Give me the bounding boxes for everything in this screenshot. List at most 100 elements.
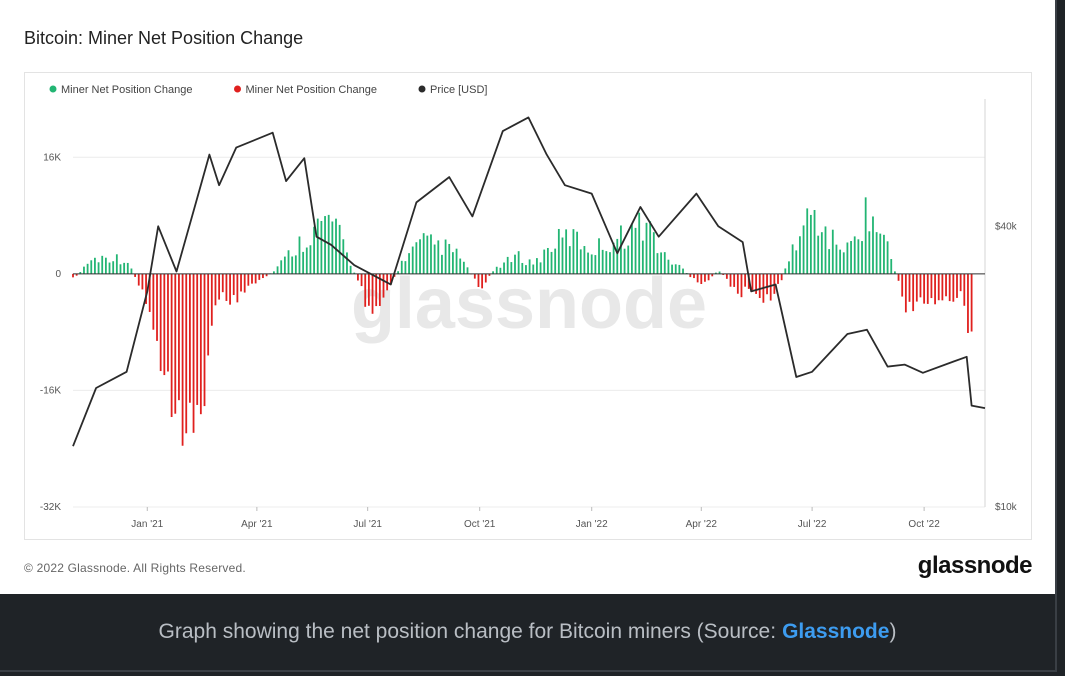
- bar-positive: [656, 253, 659, 274]
- bar-negative: [945, 273, 947, 297]
- bar-positive: [645, 222, 648, 274]
- bar-positive: [594, 255, 597, 274]
- bar-negative: [199, 273, 202, 415]
- bar-negative: [360, 273, 363, 287]
- bar-positive: [291, 256, 294, 274]
- bar-negative: [181, 273, 184, 446]
- bar-positive: [331, 221, 334, 274]
- bar-positive: [806, 208, 809, 274]
- bar-positive: [280, 260, 283, 274]
- bar-negative: [156, 273, 158, 341]
- bar-positive: [842, 252, 845, 274]
- bar-negative: [232, 273, 235, 296]
- bar-negative: [780, 273, 783, 281]
- bar-positive: [667, 259, 670, 274]
- x-tick-label: Jul '22: [798, 519, 827, 530]
- bar-positive: [320, 220, 323, 274]
- bar-negative: [959, 273, 962, 292]
- bar-negative: [357, 273, 359, 281]
- bar-positive: [627, 245, 630, 274]
- bar-negative: [178, 273, 180, 401]
- bar-negative: [214, 273, 217, 306]
- x-tick-label: Jan '22: [576, 519, 608, 530]
- bar-positive: [499, 267, 502, 274]
- bar-positive: [404, 261, 407, 274]
- bar-positive: [324, 216, 326, 274]
- bar-positive: [630, 224, 633, 274]
- bar-negative: [693, 273, 695, 279]
- bar-positive: [411, 246, 414, 274]
- bar-positive: [879, 233, 882, 274]
- bar-positive: [612, 242, 615, 274]
- bar-negative: [908, 273, 911, 302]
- bar-positive: [302, 251, 305, 274]
- bar-negative: [926, 273, 929, 304]
- bar-negative: [912, 273, 915, 312]
- bar-positive: [572, 229, 575, 274]
- bar-negative: [262, 273, 264, 279]
- bar-negative: [696, 273, 699, 283]
- y-left-tick-label: 0: [55, 269, 61, 280]
- y-left-tick-label: -32K: [40, 502, 61, 513]
- bar-positive: [536, 258, 538, 274]
- bar-negative: [744, 273, 747, 287]
- bar-positive: [112, 261, 115, 274]
- bar-positive: [546, 247, 549, 274]
- bar-positive: [503, 262, 505, 274]
- bar-negative: [196, 273, 199, 405]
- bar-negative: [904, 273, 907, 313]
- bar-positive: [828, 249, 831, 274]
- chart-title: Bitcoin: Miner Net Position Change: [24, 28, 304, 48]
- bar-negative: [170, 273, 173, 418]
- caption-suffix: ): [889, 620, 897, 643]
- bar-negative: [901, 273, 904, 297]
- bar-positive: [598, 238, 600, 274]
- bar-negative: [258, 273, 261, 280]
- bar-negative: [152, 273, 155, 330]
- bar-positive: [104, 257, 107, 274]
- caption-source-link[interactable]: Glassnode: [782, 620, 890, 643]
- bar-negative: [919, 273, 922, 298]
- bar-positive: [813, 209, 816, 274]
- bar-negative: [707, 273, 710, 281]
- bar-negative: [930, 273, 933, 299]
- bar-negative: [243, 273, 246, 293]
- bar-positive: [715, 272, 717, 274]
- bar-positive: [791, 244, 794, 274]
- bar-positive: [623, 248, 626, 274]
- bar-negative: [704, 273, 706, 282]
- bar-positive: [565, 229, 568, 274]
- bar-negative: [729, 273, 732, 287]
- legend-marker: [49, 85, 57, 93]
- bar-positive: [641, 240, 644, 274]
- x-tick-label: Oct '22: [908, 519, 940, 530]
- bar-positive: [883, 234, 885, 274]
- glassnode-logo[interactable]: glassnode: [917, 552, 1033, 579]
- bar-positive: [422, 233, 425, 274]
- bar-negative: [963, 273, 966, 306]
- bar-negative: [941, 273, 944, 301]
- x-tick-label: Jul '21: [353, 519, 382, 530]
- bar-negative: [769, 273, 772, 301]
- bar-negative: [167, 273, 169, 372]
- bar-positive: [868, 231, 871, 274]
- bar-negative: [371, 273, 374, 314]
- bar-positive: [799, 236, 801, 274]
- bar-positive: [101, 255, 104, 274]
- bar-positive: [521, 262, 524, 274]
- y-right-tick-label: $40k: [995, 221, 1018, 232]
- bar-positive: [649, 221, 652, 274]
- bar-negative: [382, 273, 385, 298]
- bar-positive: [652, 232, 655, 274]
- bar-negative: [722, 273, 725, 275]
- bar-negative: [755, 273, 757, 294]
- bar-negative: [174, 273, 177, 414]
- bar-positive: [550, 251, 553, 274]
- bar-positive: [831, 229, 834, 274]
- bar-positive: [115, 254, 118, 274]
- bar-positive: [338, 224, 341, 274]
- bar-positive: [682, 268, 684, 274]
- legend-marker: [234, 85, 241, 93]
- bar-positive: [620, 225, 622, 274]
- bar-negative: [218, 273, 221, 300]
